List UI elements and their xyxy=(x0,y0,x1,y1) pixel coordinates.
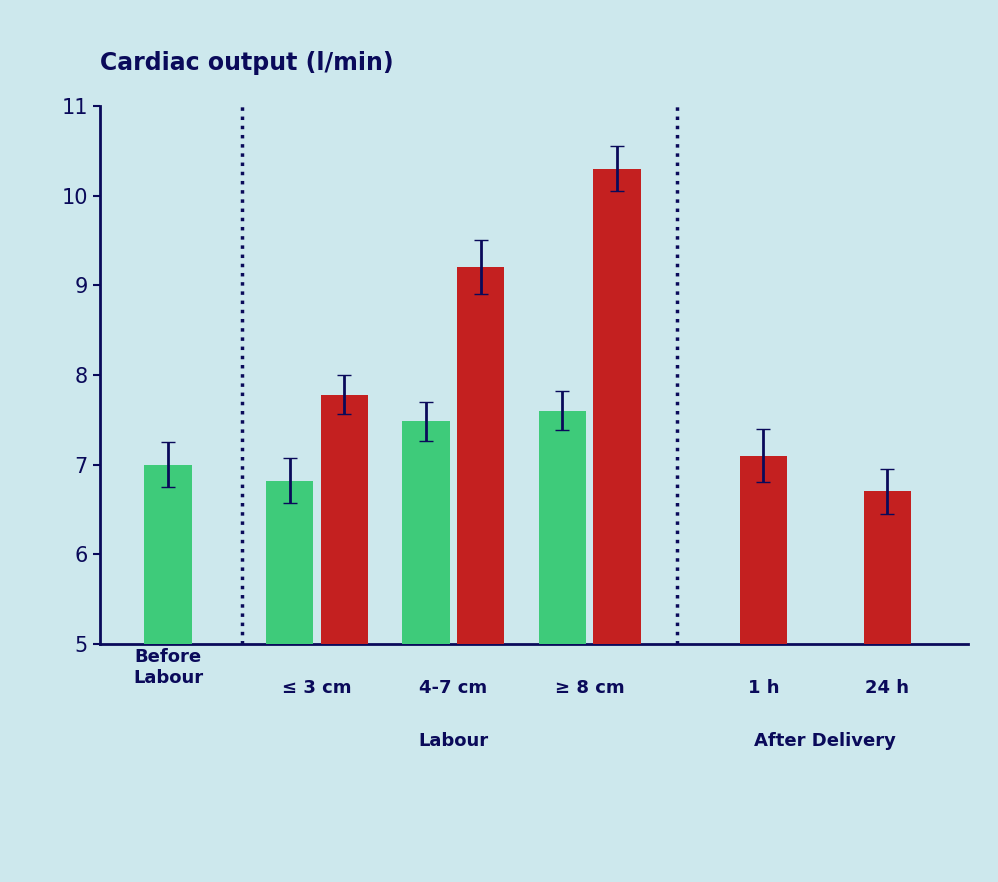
Bar xyxy=(457,267,504,644)
Bar xyxy=(740,456,787,644)
Bar xyxy=(864,491,911,644)
Bar xyxy=(594,168,641,644)
Bar xyxy=(266,481,313,644)
Bar xyxy=(539,411,586,644)
Text: 4-7 cm: 4-7 cm xyxy=(419,679,487,697)
Text: 1 h: 1 h xyxy=(748,679,779,697)
Bar xyxy=(145,465,192,644)
Bar xyxy=(320,394,367,644)
Bar xyxy=(402,422,449,644)
Text: Cardiac output (l/min): Cardiac output (l/min) xyxy=(100,51,393,75)
Text: 24 h: 24 h xyxy=(865,679,909,697)
Text: Before
Labour: Before Labour xyxy=(133,648,203,687)
Text: Labour: Labour xyxy=(418,732,488,750)
Text: After Delivery: After Delivery xyxy=(754,732,896,750)
Text: ≥ 8 cm: ≥ 8 cm xyxy=(555,679,625,697)
Text: ≤ 3 cm: ≤ 3 cm xyxy=(282,679,351,697)
